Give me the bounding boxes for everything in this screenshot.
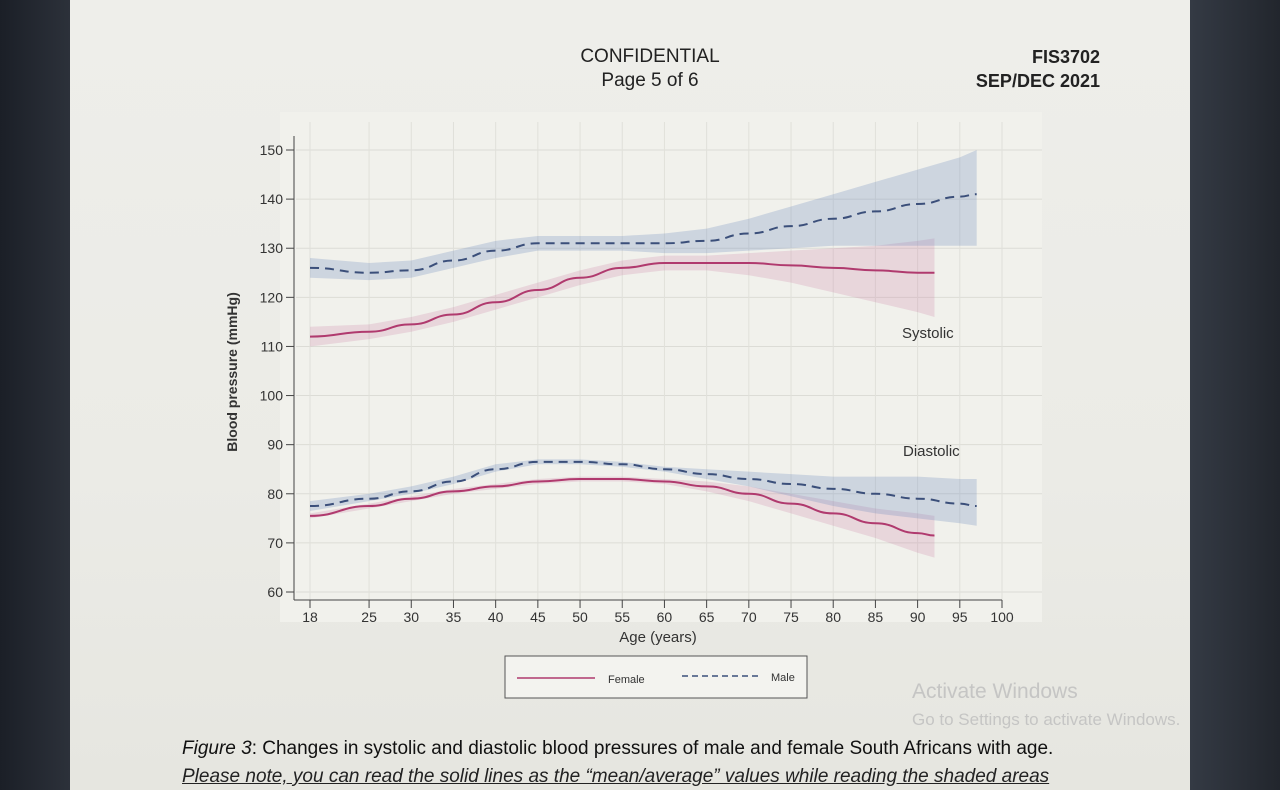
x-tick-label: 50 (572, 609, 588, 625)
y-tick-label: 60 (267, 584, 283, 600)
x-tick-label: 90 (910, 609, 926, 625)
figure-caption: Figure 3: Changes in systolic and diasto… (182, 738, 1053, 760)
x-tick-label: 45 (530, 609, 546, 625)
x-tick-label: 40 (488, 609, 504, 625)
band-male-systolic (310, 150, 977, 281)
y-axis-label: Blood pressure (mmHg) (224, 292, 240, 451)
x-tick-label: 55 (614, 609, 630, 625)
legend: Female Male (504, 655, 808, 699)
monitor-bezel-right (1190, 0, 1280, 790)
x-tick-label: 80 (825, 609, 841, 625)
y-tick-label: 100 (260, 388, 284, 404)
y-tick-label: 140 (260, 191, 284, 207)
systolic-annotation: Systolic (902, 325, 954, 342)
line-female-systolic (309, 261, 935, 338)
figure-note: Please note, you can read the solid line… (182, 766, 1050, 787)
diastolic-annotation: Diastolic (903, 443, 960, 460)
x-tick-label: 25 (361, 609, 377, 625)
plot-background (280, 112, 1042, 622)
x-tick-label: 18 (302, 609, 318, 625)
y-tick-label: 150 (260, 142, 284, 158)
figure-label: Figure 3 (182, 738, 252, 759)
y-tick-label: 120 (260, 289, 284, 305)
activate-windows-watermark: Activate Windows (912, 680, 1078, 703)
x-tick-label: 35 (446, 609, 462, 625)
x-tick-label: 70 (741, 609, 757, 625)
y-tick-label: 90 (267, 437, 283, 453)
y-tick-label: 110 (261, 338, 284, 354)
x-tick-label: 65 (699, 609, 715, 625)
confidential-label: CONFIDENTIAL (580, 46, 720, 67)
y-tick-label: 70 (267, 535, 283, 551)
figure-caption-text: : Changes in systolic and diastolic bloo… (251, 738, 1054, 759)
x-tick-label: 75 (783, 609, 799, 625)
x-axis-label: Age (years) (619, 629, 697, 646)
y-tick-label: 80 (267, 486, 283, 502)
grid-lines (296, 122, 1042, 600)
line-male-systolic (309, 193, 977, 274)
chart-axes: 60 70 80 90 100 110 120 130 140 150 18 25 30 35 40 45 50… (260, 136, 1014, 625)
exam-date: SEP/DEC 2021 (975, 71, 1100, 91)
x-tick-label: 60 (657, 609, 673, 625)
band-female-diastolic (310, 476, 935, 558)
monitor-bezel-left (0, 0, 70, 790)
series-lines (309, 193, 977, 537)
legend-box (504, 655, 808, 699)
x-tick-label: 95 (952, 609, 968, 625)
page-number: Page 5 of 6 (601, 70, 699, 91)
line-male-diastolic (309, 460, 977, 508)
module-code: FIS3702 (1031, 47, 1100, 67)
x-tick-label: 85 (868, 609, 884, 625)
blood-pressure-chart: 60 70 80 90 100 110 120 130 140 150 18 25 30 35 40 45 50… (224, 112, 1042, 699)
activate-windows-subtext: Go to Settings to activate Windows. (912, 710, 1181, 729)
band-male-diastolic (310, 459, 977, 526)
y-tick-label: 130 (260, 240, 284, 256)
x-tick-label: 30 (403, 609, 419, 625)
document-page: CONFIDENTIAL Page 5 of 6 FIS3702 SEP/DEC… (70, 0, 1190, 790)
x-tick-label: 100 (990, 609, 1014, 625)
legend-female-label: Female (608, 674, 645, 686)
line-female-diastolic (309, 478, 935, 537)
legend-male-label: Male (771, 672, 795, 684)
